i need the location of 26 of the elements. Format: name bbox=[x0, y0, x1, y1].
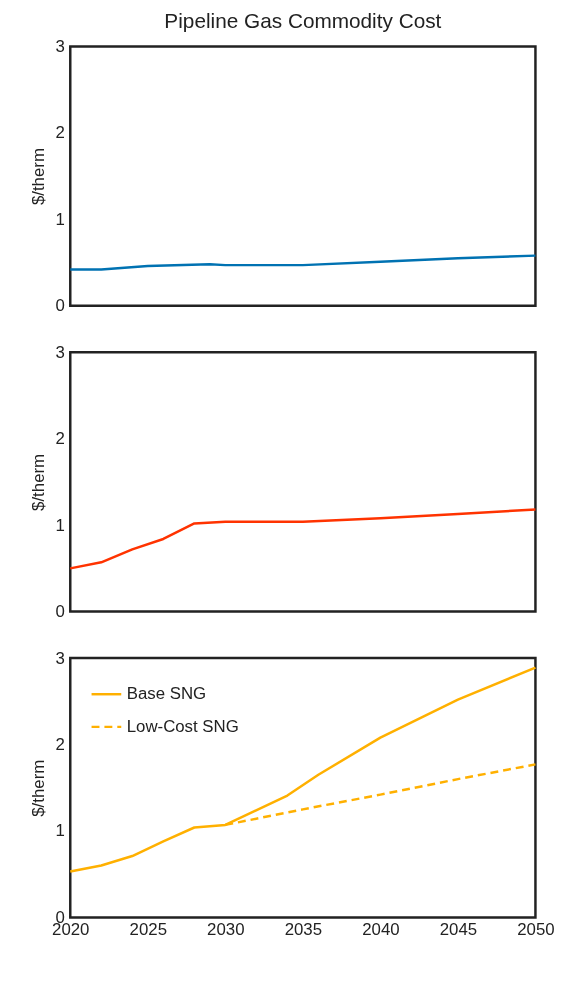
line-series bbox=[69, 508, 537, 570]
y-tick-label: 3 bbox=[55, 342, 65, 362]
y-tick-label: 1 bbox=[55, 821, 65, 841]
y-tick-label: 2 bbox=[55, 429, 65, 449]
x-tick-label: 2045 bbox=[439, 919, 478, 939]
y-tick-label: 2 bbox=[55, 123, 65, 143]
y-axis-title: $/therm bbox=[28, 759, 48, 817]
x-tick-label: 2025 bbox=[129, 919, 167, 939]
legend-label: Base SNG bbox=[126, 684, 207, 704]
y-tick-label: 2 bbox=[55, 734, 65, 754]
y-tick-label: 1 bbox=[55, 209, 65, 229]
line-series bbox=[69, 666, 537, 873]
x-tick-label: 2050 bbox=[517, 919, 555, 939]
x-tick-label: 2035 bbox=[284, 919, 323, 939]
y-tick-label: 1 bbox=[55, 515, 65, 535]
y-tick-label: 0 bbox=[55, 296, 65, 316]
x-tick-label: 2040 bbox=[362, 919, 400, 939]
y-tick-label: 0 bbox=[55, 602, 65, 622]
y-tick-label: 3 bbox=[55, 36, 65, 56]
legend-label: Low-Cost SNG bbox=[126, 716, 239, 736]
x-tick-label: 2030 bbox=[207, 919, 245, 939]
line-series bbox=[69, 254, 537, 271]
y-axis-title: $/therm bbox=[28, 453, 48, 511]
y-axis-title: $/therm bbox=[28, 148, 48, 206]
y-tick-label: 3 bbox=[55, 648, 65, 668]
chart-title: Pipeline Gas Commodity Cost bbox=[164, 8, 442, 32]
